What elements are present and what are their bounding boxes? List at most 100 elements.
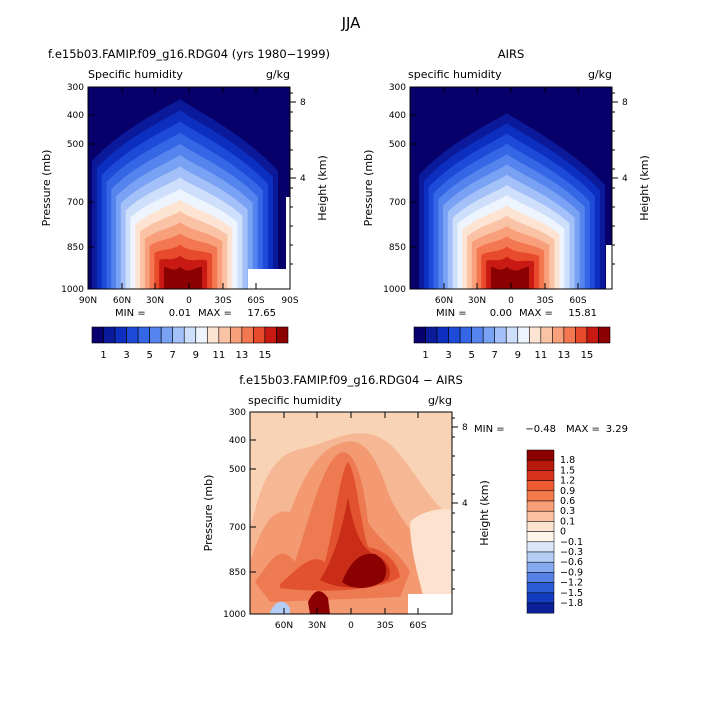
panel-airs-colorbar-box-5 — [471, 326, 484, 344]
panel-diff-colorbar-label-11: −0.9 — [560, 567, 583, 578]
panel-diff-xtick-label-2: 0 — [348, 621, 354, 631]
panel-model-xtick-label-2: 30N — [146, 296, 164, 306]
panel-diff-colorbar-box-1 — [526, 459, 555, 471]
panel-diff-title: f.e15b03.FAMIP.f09_g16.RDG04 − AIRS — [239, 373, 463, 387]
panel-diff-colorbar-box-11 — [526, 561, 555, 573]
panel-diff-ticks: 60N 30N 0 30S 60S 300 400 500 700 850 1000 8 4 — [223, 408, 468, 631]
panel-model-xtick-label-4: 30S — [214, 296, 231, 306]
panel-model-colorbar-box-4 — [137, 326, 150, 344]
panel-model-ytick-label-1: 400 — [67, 111, 84, 121]
panel-airs-y2tick-label-0: 8 — [622, 98, 628, 108]
panel-model-colorbar-box-3 — [126, 326, 139, 344]
panel-diff-colorbar-label-2: 1.2 — [560, 476, 575, 487]
panel-diff-colorbar-box-0 — [526, 449, 555, 461]
panel-airs-min-value: 0.00 — [490, 308, 512, 319]
panel-diff-ytick-label-3: 700 — [229, 523, 246, 533]
panel-airs-contours — [419, 113, 605, 289]
panel-diff-subtitle: specific humidity — [248, 394, 342, 407]
panel-airs-colorbar-label-3: 7 — [492, 350, 498, 361]
panel-model-colorbar-box-10 — [206, 326, 220, 344]
panel-airs-ytick-label-4: 850 — [389, 243, 406, 253]
panel-model-plot: 90N 60N 30N 0 30S 60S 90S 300 400 500 700 850 1000 8 4 — [61, 83, 306, 306]
panel-airs-colorbar: 1 3 5 7 9 11 13 15 — [413, 326, 611, 361]
panel-airs-colorbar-box-11 — [540, 326, 553, 344]
panel-diff-min-label: MIN = — [474, 424, 505, 435]
panel-model-missing-region — [248, 269, 290, 289]
panel-diff-contour-1-8 — [342, 553, 387, 588]
panel-diff-xtick-label-4: 60S — [409, 621, 426, 631]
panel-airs-colorbar-box-7 — [494, 326, 507, 344]
panel-diff-xtick-label-1: 30N — [308, 621, 326, 631]
panel-model-colorbar-box-12 — [230, 326, 243, 344]
panel-airs-ytick-label-2: 500 — [389, 140, 406, 150]
panel-model-colorbar-box-16 — [276, 326, 289, 344]
panel-airs-colorbar-box-1 — [425, 326, 438, 344]
panel-airs-colorbar-label-4: 9 — [515, 350, 521, 361]
panel-model-xtick-label-6: 90S — [281, 296, 298, 306]
panel-model-colorbar: 1 3 5 7 9 11 13 15 — [91, 326, 289, 361]
panel-airs-units: g/kg — [588, 68, 612, 81]
figure-title: JJA — [341, 14, 362, 32]
panel-airs-xtick-label-4: 60S — [569, 296, 586, 306]
panel-diff-colorbar-box-6 — [526, 510, 555, 522]
panel-model-colorbar-box-2 — [114, 326, 127, 344]
panel-diff-colorbar-label-8: −0.1 — [560, 537, 583, 548]
panel-model-colorbar-box-13 — [241, 326, 254, 344]
panel-airs-xtick-label-3: 30S — [536, 296, 553, 306]
panel-airs-colorbar-label-1: 3 — [445, 350, 451, 361]
panel-airs-colorbar-box-2 — [436, 326, 449, 344]
panel-model-colorbar-label-5: 11 — [212, 350, 225, 361]
panel-diff: f.e15b03.FAMIP.f09_g16.RDG04 − AIRS spec… — [202, 373, 628, 631]
panel-diff-ytick-label-1: 400 — [229, 436, 246, 446]
panel-model-y2label: Height (km) — [316, 155, 329, 221]
panel-diff-colorbar-box-14 — [526, 592, 555, 604]
panel-airs-y2tick-label-1: 4 — [622, 174, 628, 184]
panel-diff-colorbar-box-5 — [526, 500, 555, 512]
panel-model-max-value: 17.65 — [247, 308, 276, 319]
panel-model-contour-level-16 — [164, 267, 202, 289]
panel-model-xtick-label-5: 60S — [247, 296, 264, 306]
panel-diff-colorbar-box-15 — [526, 602, 555, 614]
panel-model-y2tick-label-1: 4 — [300, 174, 306, 184]
panel-diff-y2label: Height (km) — [478, 480, 491, 546]
panel-airs-y2label: Height (km) — [638, 155, 651, 221]
panel-diff-colorbar-label-12: −1.2 — [560, 578, 583, 589]
panel-diff-colorbar-label-13: −1.5 — [560, 588, 583, 599]
panel-model-colorbar-box-6 — [160, 326, 174, 344]
panel-model-colorbar-box-15 — [264, 326, 277, 344]
panel-model-colorbar-label-7: 15 — [259, 350, 272, 361]
panel-airs-colorbar-box-13 — [563, 326, 576, 344]
panel-airs-colorbar-box-15 — [586, 326, 599, 344]
panel-airs-colorbar-label-2: 5 — [468, 350, 474, 361]
panel-airs-colorbar-label-6: 13 — [558, 350, 571, 361]
panel-diff-y2tick-label-1: 4 — [462, 499, 468, 509]
panel-airs-plot: 60N 30N 0 30S 60S 300 400 500 700 850 1000 8 4 — [383, 83, 628, 306]
panel-airs-ytick-label-0: 300 — [389, 83, 406, 93]
panel-airs-colorbar-box-10 — [528, 326, 542, 344]
panel-diff-ylabel: Pressure (mb) — [202, 475, 215, 552]
panel-airs-colorbar-box-14 — [575, 326, 588, 344]
panel-airs-ytick-label-5: 1000 — [383, 285, 406, 295]
panel-airs-colorbar-label-7: 15 — [581, 350, 594, 361]
panel-model-colorbar-label-2: 5 — [146, 350, 152, 361]
panel-model-colorbar-box-9 — [195, 326, 208, 344]
panel-model-colorbar-box-0 — [91, 326, 104, 344]
panel-model-y2tick-label-0: 8 — [300, 98, 306, 108]
panel-model-ytick-label-0: 300 — [67, 83, 84, 93]
panel-model-ytick-label-3: 700 — [67, 198, 84, 208]
panel-model-colorbar-label-4: 9 — [193, 350, 199, 361]
panel-model-ticks: 90N 60N 30N 0 30S 60S 90S 300 400 500 700 850 1000 8 4 — [61, 83, 306, 306]
panel-model-min-label: MIN = — [115, 308, 146, 319]
panel-diff-max-label: MAX = — [566, 424, 600, 435]
panel-diff-contour-surface-max — [308, 591, 330, 614]
panel-model: f.e15b03.FAMIP.f09_g16.RDG04 (yrs 1980−1… — [40, 47, 330, 361]
panel-airs-colorbar-box-6 — [482, 326, 496, 344]
panel-airs-min-label: MIN = — [436, 308, 467, 319]
panel-airs-contour-level-16 — [491, 267, 529, 289]
panel-model-max-label: MAX = — [198, 308, 232, 319]
panel-airs-colorbar-box-3 — [448, 326, 461, 344]
panel-diff-colorbar-label-10: −0.6 — [560, 557, 583, 568]
panel-diff-colorbar-label-14: −1.8 — [560, 598, 583, 609]
panel-airs-colorbar-box-16 — [598, 326, 611, 344]
